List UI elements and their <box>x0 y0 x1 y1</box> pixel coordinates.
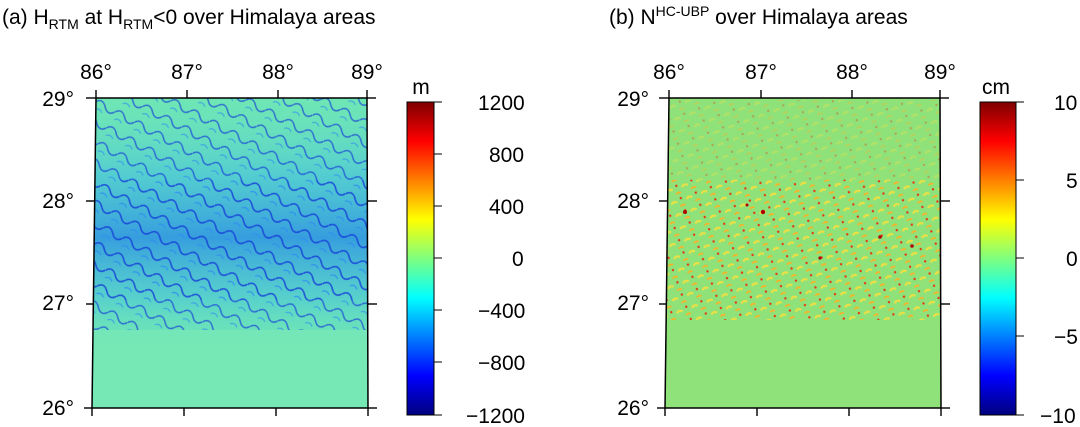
colorbar-b-label: 10 <box>1054 92 1077 115</box>
panel-b-colorbar: cm 10 5 0 −5 −10 <box>979 76 1078 427</box>
lat-label-29: 29° <box>42 88 74 111</box>
lat-label-27: 27° <box>42 292 74 315</box>
colorbar-a-label: 400 <box>489 196 524 219</box>
colorbar-a-label: 800 <box>489 144 524 167</box>
panel-b: (b) NHC-UBP over Himalaya areas 86° 87° … <box>609 3 1078 427</box>
colorbar-a-label: 0 <box>512 248 524 271</box>
panel-b-lon-ticks: 86° 87° 88° 89° <box>653 61 956 84</box>
lon-label-87: 87° <box>171 61 203 84</box>
panel-a-lon-ticks: 86° 87° 88° 89° <box>80 61 383 84</box>
lat-label-26: 26° <box>617 397 649 420</box>
lon-label-89: 89° <box>924 61 956 84</box>
colorbar-b-label: 5 <box>1066 170 1078 193</box>
colorbar-b-label: −10 <box>1040 405 1076 427</box>
lon-label-88: 88° <box>836 61 868 84</box>
colorbar-b-label: −5 <box>1054 326 1078 349</box>
panel-b-map <box>657 90 950 416</box>
colorbar-a-label: −800 <box>478 352 525 375</box>
colorbar-b-unit: cm <box>982 76 1010 99</box>
panel-b-lat-ticks: 29° 28° 27° 26° <box>617 88 649 420</box>
panel-b-title: (b) NHC-UBP over Himalaya areas <box>609 3 908 29</box>
colorbar-a-label: −1200 <box>466 405 525 427</box>
lat-label-29: 29° <box>617 88 649 111</box>
lon-label-88: 88° <box>262 61 294 84</box>
panel-a-lat-ticks: 29° 28° 27° 26° <box>42 88 74 420</box>
lon-label-87: 87° <box>745 61 777 84</box>
panel-a-map <box>84 90 377 416</box>
lat-label-26: 26° <box>42 397 74 420</box>
colorbar-b-label: 0 <box>1066 248 1078 271</box>
colorbar-a-label: 1200 <box>478 92 525 115</box>
lat-label-28: 28° <box>617 190 649 213</box>
lon-label-89: 89° <box>351 61 383 84</box>
colorbar-a-unit: m <box>412 76 430 99</box>
panel-a-title: (a) HRTM at HRTM<0 over Himalaya areas <box>2 6 376 32</box>
panel-a-colorbar: m 1200 800 400 0 −400 −800 −1200 <box>406 76 525 427</box>
colorbar-a-label: −400 <box>478 300 525 323</box>
panel-a: (a) HRTM at HRTM<0 over Himalaya areas 8… <box>2 6 525 427</box>
lat-label-27: 27° <box>617 292 649 315</box>
lat-label-28: 28° <box>42 190 74 213</box>
lon-label-86: 86° <box>80 61 112 84</box>
lon-label-86: 86° <box>653 61 685 84</box>
